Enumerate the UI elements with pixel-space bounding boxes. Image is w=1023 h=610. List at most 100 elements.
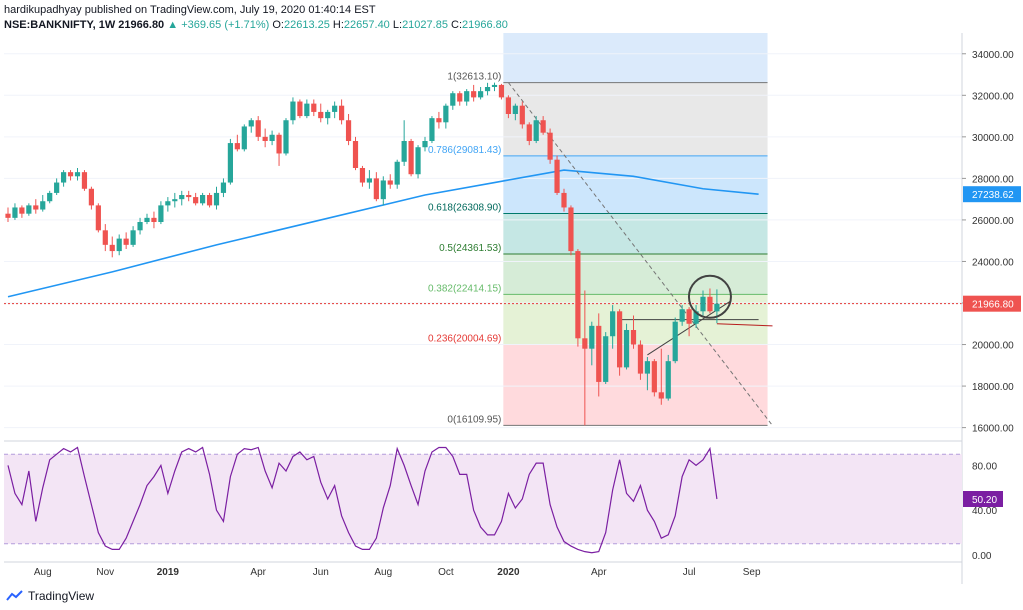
candle-body <box>373 178 379 200</box>
candle-body <box>394 161 400 185</box>
price-tick-label: 18000.00 <box>972 382 1014 393</box>
price-change: +369.65 (+1.71%) <box>181 19 270 31</box>
candle-body <box>617 311 623 368</box>
candle-body <box>352 141 359 168</box>
candle-body <box>325 111 331 119</box>
fib-zone <box>503 344 768 426</box>
candle-body <box>172 199 178 202</box>
candle-body <box>484 87 491 92</box>
candle-body <box>262 136 268 141</box>
price-chart[interactable]: 1(32613.10) 0.786(29081.43) 0.618(26308.90… <box>0 0 1023 585</box>
candle-body <box>450 93 456 106</box>
open-label: O: <box>272 19 284 31</box>
candle-body <box>255 120 261 137</box>
price-tick-label: 28000.00 <box>972 174 1014 185</box>
time-tick-label: 2020 <box>497 567 520 578</box>
candle-body <box>554 159 560 193</box>
candle-body <box>610 311 616 337</box>
candle-body <box>234 143 240 150</box>
candle-body <box>637 344 644 374</box>
candle-body <box>213 192 220 206</box>
last-price: 21966.80 <box>118 19 165 31</box>
close-label: C: <box>451 19 463 31</box>
last-price-badge <box>963 295 1021 312</box>
candle-body <box>686 309 692 324</box>
candle-body <box>206 195 213 206</box>
candle-body <box>658 392 664 399</box>
candle-body <box>40 201 46 210</box>
symbol-name: NSE:BANKNIFTY, 1W <box>4 19 116 31</box>
moving-average-line <box>7 169 759 298</box>
candle-body <box>109 244 115 252</box>
time-tick-label: Apr <box>250 567 266 578</box>
fib-level-label: 0.786(29081.43) <box>428 145 501 156</box>
candle-body <box>408 141 414 175</box>
candle-body <box>457 93 463 102</box>
candle-body <box>339 105 345 121</box>
candle-body <box>116 238 122 252</box>
candle-body <box>33 205 39 210</box>
candle-body <box>519 105 525 125</box>
candle-body <box>61 172 67 183</box>
time-tick-label: Jul <box>683 567 696 578</box>
price-tick-label: 30000.00 <box>972 133 1014 144</box>
candle-body <box>130 230 136 245</box>
candle-body <box>74 172 81 177</box>
candle-body <box>707 296 713 312</box>
candle-body <box>102 230 108 245</box>
highlight-circle <box>687 274 732 319</box>
price-pane <box>4 33 962 438</box>
candle-body <box>540 120 546 133</box>
candle-body <box>47 192 53 202</box>
candle-body <box>498 84 505 98</box>
price-tick-label: 34000.00 <box>972 50 1014 61</box>
candle-body <box>269 134 275 141</box>
ma-value-badge <box>963 186 1021 203</box>
candle-body <box>471 91 477 98</box>
tradingview-brand: TradingView <box>28 589 95 603</box>
candle-body <box>644 361 650 374</box>
candle-body <box>714 303 720 312</box>
rsi-tick-label: 40.00 <box>972 506 997 517</box>
candle-body <box>679 309 685 322</box>
candle-body <box>561 192 567 208</box>
candle-body <box>227 143 233 183</box>
rsi-value-badge <box>963 491 1003 507</box>
time-tick-label: 2019 <box>157 567 180 578</box>
candle-body <box>589 325 595 349</box>
candle-body <box>387 180 393 185</box>
rsi-tick-label: 0.00 <box>972 551 992 562</box>
candle-body <box>700 296 706 312</box>
candle-body <box>672 321 678 362</box>
low-value: 21027.85 <box>402 19 448 31</box>
candle-body <box>179 195 185 200</box>
last-price-label: 21966.80 <box>972 300 1014 311</box>
candle-body <box>436 118 442 123</box>
candle-body <box>220 182 227 193</box>
price-tick-label: 16000.00 <box>972 424 1014 435</box>
candle-body <box>491 84 498 87</box>
price-tick-label: 26000.00 <box>972 216 1014 227</box>
open-value: 22613.25 <box>283 19 330 31</box>
candle-body <box>332 105 338 112</box>
fib-zone <box>503 82 768 156</box>
fib-level-label: 0.5(24361.53) <box>439 243 501 254</box>
rsi-line <box>7 446 718 554</box>
candle-body <box>88 188 94 206</box>
ma-value-label: 27238.62 <box>972 190 1014 201</box>
time-tick-label: Aug <box>374 567 392 578</box>
candle-body <box>304 103 310 117</box>
fib-level-label: 0(16109.95) <box>447 414 501 425</box>
candle-body <box>512 105 518 114</box>
candle-body <box>505 97 511 114</box>
candle-body <box>623 330 630 368</box>
candle-body <box>443 105 449 123</box>
time-tick-label: Jun <box>313 567 329 578</box>
price-tick-label: 20000.00 <box>972 341 1014 352</box>
published-line: hardikupadhyay published on TradingView.… <box>4 4 376 16</box>
rsi-tick-label: 80.00 <box>972 461 997 472</box>
candle-body <box>67 172 74 177</box>
candle-body <box>651 361 657 393</box>
rsi-value-label: 50.20 <box>972 495 997 506</box>
candle-body <box>630 330 637 345</box>
